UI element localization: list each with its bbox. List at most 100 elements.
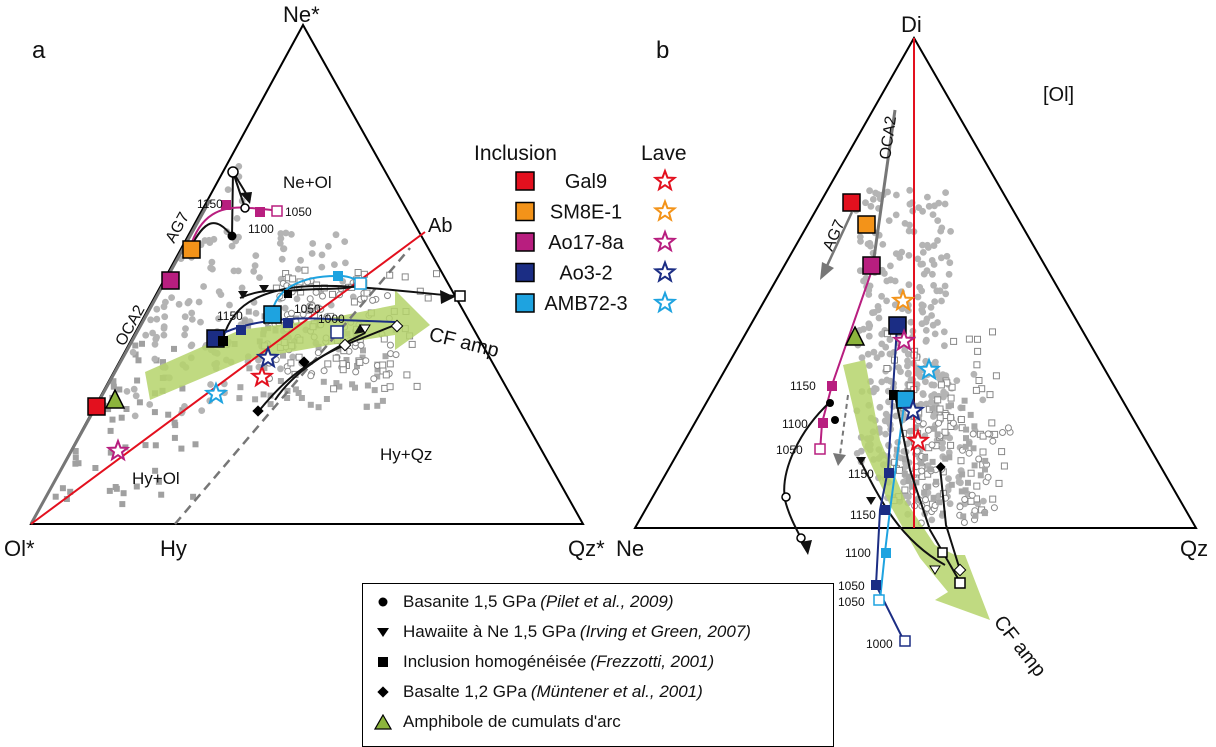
scatter-point [912,424,919,431]
scatter-point [898,248,906,256]
panel-b-inclusion-gal9 [842,193,861,212]
panel-b-inclusion-sm8e1 [857,215,876,234]
scatter-point [858,354,866,362]
scatter-point [960,513,967,520]
legend-sample-name: Gal9 [565,171,607,193]
panel-b-ag7-line [824,211,854,269]
scatter-point [931,202,938,210]
panel-a-temp-1050b: 1050 [294,302,321,316]
experiment-legend-row: Basanite 1,5 GPa (Pilet et al., 2009) [363,589,674,615]
panel-b-lava-stars [890,288,942,452]
scatter-point [149,329,157,337]
scatter-point [965,449,973,457]
scatter-point [236,395,243,402]
scatter-point [161,313,169,321]
scatter-point [280,352,286,359]
scatter-point [934,396,942,404]
legend-inclusion-square [515,171,535,191]
scatter-point [307,401,314,408]
legend-header-inclusion: Inclusion [474,142,557,165]
scatter-point [336,383,343,390]
scatter-point [882,343,890,351]
lava-star [105,438,131,462]
scatter-point [246,365,253,372]
legend-sample-name: Ao17-8a [548,232,624,254]
scatter-point [907,376,915,384]
scatter-point [901,220,909,227]
scatter-point [883,365,891,372]
scatter-point [891,277,899,285]
panel-b-temp-1150a: 1150 [790,379,816,393]
scatter-point [168,294,176,301]
scatter-point [957,457,965,465]
scatter-point [986,391,994,399]
scatter-point [966,440,973,447]
scatter-point [883,297,890,305]
scatter-point [931,425,938,432]
scatter-point [382,353,389,360]
diamond-icon [363,684,403,700]
panel-a-vertex-top: Ne* [283,2,320,27]
scatter-point [252,252,260,259]
scatter-point [928,312,935,319]
scatter-point [207,381,215,388]
scatter-point [922,327,930,334]
scatter-point [146,401,154,408]
scatter-point [332,231,340,239]
scatter-point [921,489,928,496]
scatter-point [992,372,1000,380]
scatter-point [171,434,178,441]
scatter-point [913,447,921,455]
scatter-point [950,337,958,345]
scatter-point [160,323,168,331]
scatter-point [904,307,912,314]
panel-a-arrow-label: CF amp [427,324,501,363]
scatter-point [977,472,984,479]
scatter-point [905,227,913,235]
scatter-point [119,501,126,508]
scatter-point [901,486,909,494]
scatter-point [906,186,914,194]
experiment-legend-reference: (Pilet et al., 2009) [540,592,674,611]
panel-b-temp-1100b: 1100 [845,546,871,560]
scatter-point [909,327,917,335]
panel-a: a Ne* Ol* Qz* Ab Hy Ne+Ol Hy+Ol Hy+Qz OC… [4,2,605,561]
panel-b-navy-1150b [880,505,890,515]
scatter-point [928,392,935,400]
scatter-point [181,331,189,339]
scatter-point [958,488,965,495]
panel-a-basanite-point [227,231,237,241]
scatter-point [915,204,923,212]
legend-sample-row: Ao17-8a [515,229,678,254]
scatter-point [349,381,356,388]
scatter-point [979,448,987,456]
scatter-point [165,411,172,418]
panel-b-basanite-arrowhead [800,540,812,555]
scatter-point [332,354,340,362]
scatter-point [929,270,936,278]
scatter-point [331,261,338,268]
scatter-point [974,335,981,343]
scatter-point [123,388,131,395]
scatter-point [281,304,289,312]
scatter-point [941,342,948,350]
scatter-point [277,378,284,384]
lava-star [203,381,229,405]
scatter-point [923,504,931,512]
scatter-point [887,262,894,270]
scatter-point [179,385,186,392]
scatter-point [188,316,196,323]
panel-b-path-diamond [939,466,961,571]
lava-star [249,364,275,388]
scatter-point [72,454,79,461]
scatter-point [339,366,347,374]
scatter-point [981,510,988,517]
scatter-point [171,419,178,426]
panel-a-arrowhead-2 [240,192,252,204]
scatter-point [892,250,900,257]
scatter-point [113,485,120,492]
scatter-point [924,426,932,434]
scatter-point [867,202,875,210]
panel-a-label-hy: Hy [160,536,187,561]
scatter-point [984,430,992,438]
